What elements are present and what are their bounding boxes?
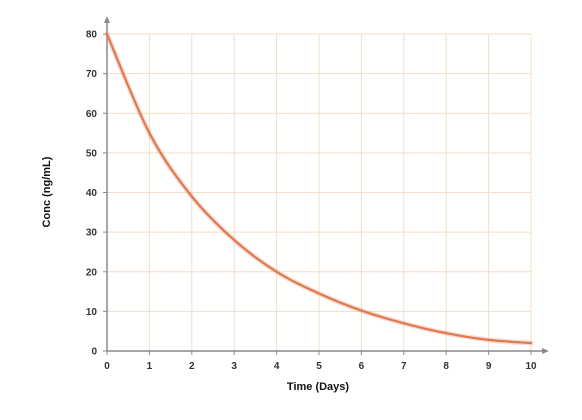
series-layer: [104, 31, 534, 346]
y-tick-label: 70: [86, 69, 98, 80]
y-tick-label: 30: [86, 228, 98, 239]
x-tick-label: 8: [443, 361, 449, 372]
x-axis-arrow: [542, 348, 549, 354]
x-tick-label: 4: [274, 361, 280, 372]
x-axis-label: Time (Days): [287, 381, 349, 393]
x-tick-label: 3: [231, 361, 237, 372]
grid-lines: [107, 33, 532, 351]
series-line: [105, 32, 533, 345]
x-tick-label: 7: [401, 361, 407, 372]
y-axis-label: Conc (ng/mL): [41, 156, 53, 227]
x-tick-label: 5: [316, 361, 322, 372]
y-tick-label: 40: [86, 188, 98, 199]
x-tick-label: 0: [104, 361, 110, 372]
x-tick-label: 2: [189, 361, 195, 372]
y-tick-label: 20: [86, 267, 98, 278]
x-tick-label: 6: [359, 361, 365, 372]
y-axis-ticks: 0 10 20 30 40 50 60 70 80: [86, 30, 107, 358]
y-tick-label: 0: [91, 347, 97, 358]
y-tick-label: 60: [86, 109, 98, 120]
x-tick-label: 1: [147, 361, 153, 372]
y-axis-arrow: [104, 16, 110, 23]
axes: [104, 16, 549, 354]
y-tick-label: 80: [86, 30, 98, 41]
y-tick-label: 10: [86, 307, 98, 318]
y-tick-label: 50: [86, 148, 98, 159]
x-tick-label: 10: [525, 361, 537, 372]
x-tick-label: 9: [486, 361, 492, 372]
x-axis-ticks: 0 1 2 3 4 5 6 7 8 9 10: [104, 351, 537, 372]
